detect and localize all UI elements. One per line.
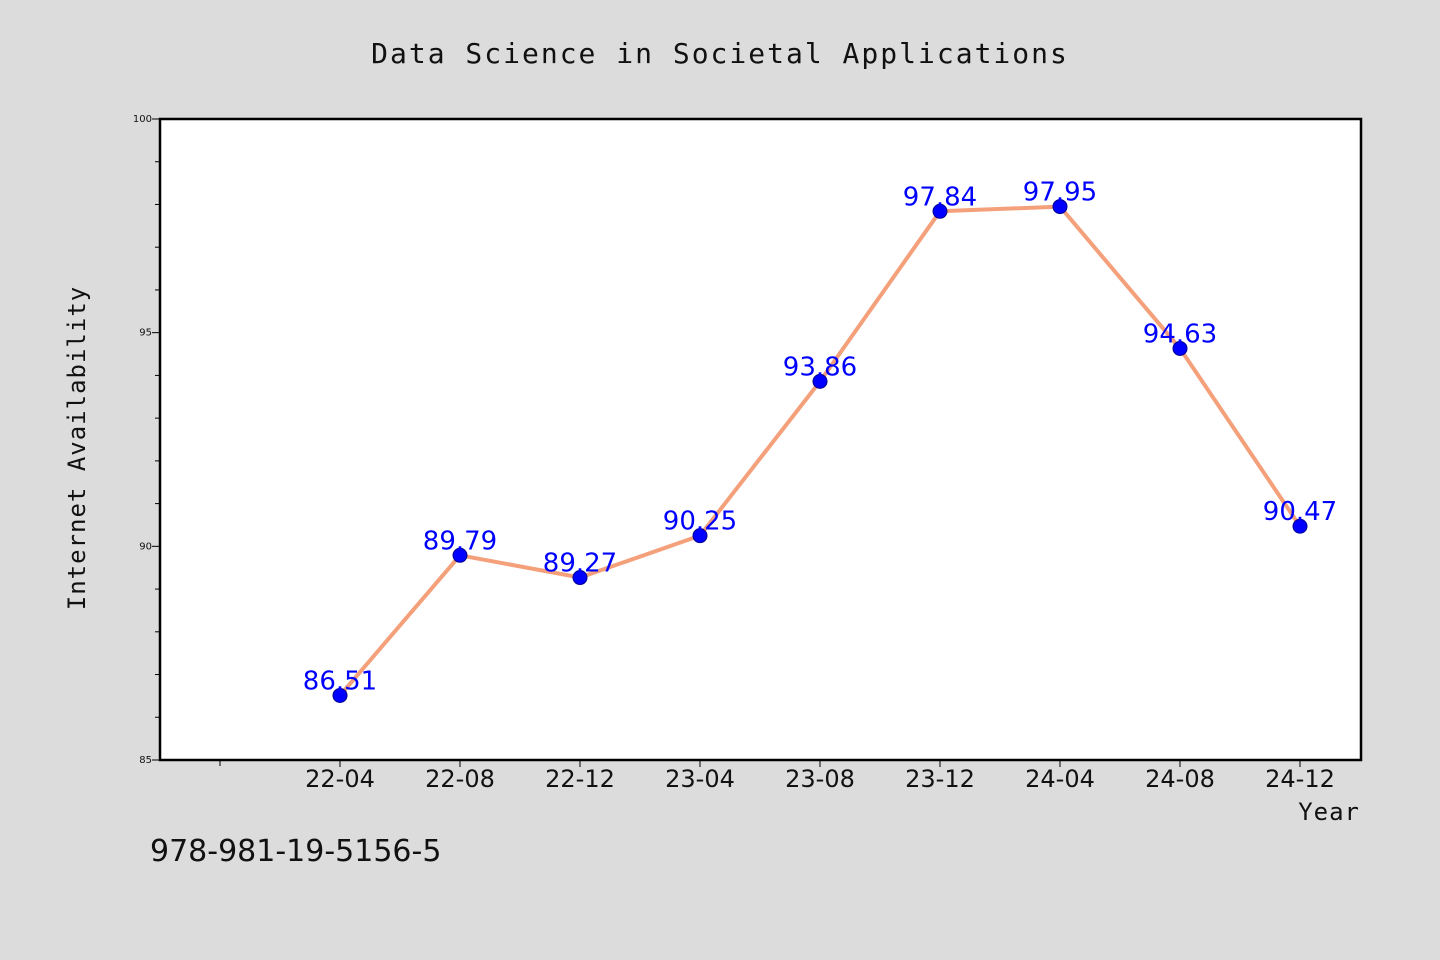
data-label: 86.51 <box>303 666 377 696</box>
x-axis: 22-04 22-08 22-12 23-04 23-08 23-12 24-04 24-08… <box>219 760 1335 793</box>
data-label: 89.79 <box>423 526 497 556</box>
y-axis: 85 90 95 100 <box>133 114 160 766</box>
data-point <box>692 528 708 544</box>
x-tick-label: 23-12 <box>905 765 975 793</box>
chart-title: Data Science in Societal Applications <box>371 37 1069 70</box>
x-axis-label: Year <box>1298 798 1360 826</box>
data-label: 90.47 <box>1263 497 1337 527</box>
data-point <box>932 203 948 219</box>
x-tick-label: 22-12 <box>545 765 615 793</box>
x-tick-label: 23-08 <box>785 765 855 793</box>
x-tick-label: 24-04 <box>1025 765 1095 793</box>
data-label: 93.86 <box>783 352 857 382</box>
data-label: 94.63 <box>1143 319 1217 349</box>
data-label: 97.84 <box>903 182 977 212</box>
y-tick-label: 85 <box>139 755 152 766</box>
data-point <box>452 547 468 563</box>
data-point <box>1172 340 1188 356</box>
x-tick-label: 23-04 <box>665 765 735 793</box>
plot-area <box>158 117 1363 762</box>
x-tick-label: 24-08 <box>1145 765 1215 793</box>
data-label: 90.25 <box>663 507 737 537</box>
data-point <box>572 570 588 586</box>
data-point <box>1052 199 1068 215</box>
data-label: 97.95 <box>1023 178 1097 208</box>
y-axis-label: Internet Availability <box>63 286 91 610</box>
data-label: 89.27 <box>543 549 617 579</box>
x-tick-label: 24-12 <box>1265 765 1335 793</box>
x-tick-label: 22-08 <box>425 765 495 793</box>
isbn-text: 978-981-19-5156-5 <box>150 834 442 869</box>
x-tick-label: 22-04 <box>305 765 375 793</box>
y-tick-label: 95 <box>139 328 152 339</box>
data-point <box>332 687 348 703</box>
data-point <box>1292 518 1308 534</box>
data-labels: 86.51 89.79 89.27 90.25 93.86 97.84 97.95 94.63… <box>303 178 1337 697</box>
y-tick-label: 100 <box>133 114 152 125</box>
series-layer <box>332 199 1308 703</box>
y-tick-label: 90 <box>139 541 152 552</box>
data-point <box>812 373 828 389</box>
